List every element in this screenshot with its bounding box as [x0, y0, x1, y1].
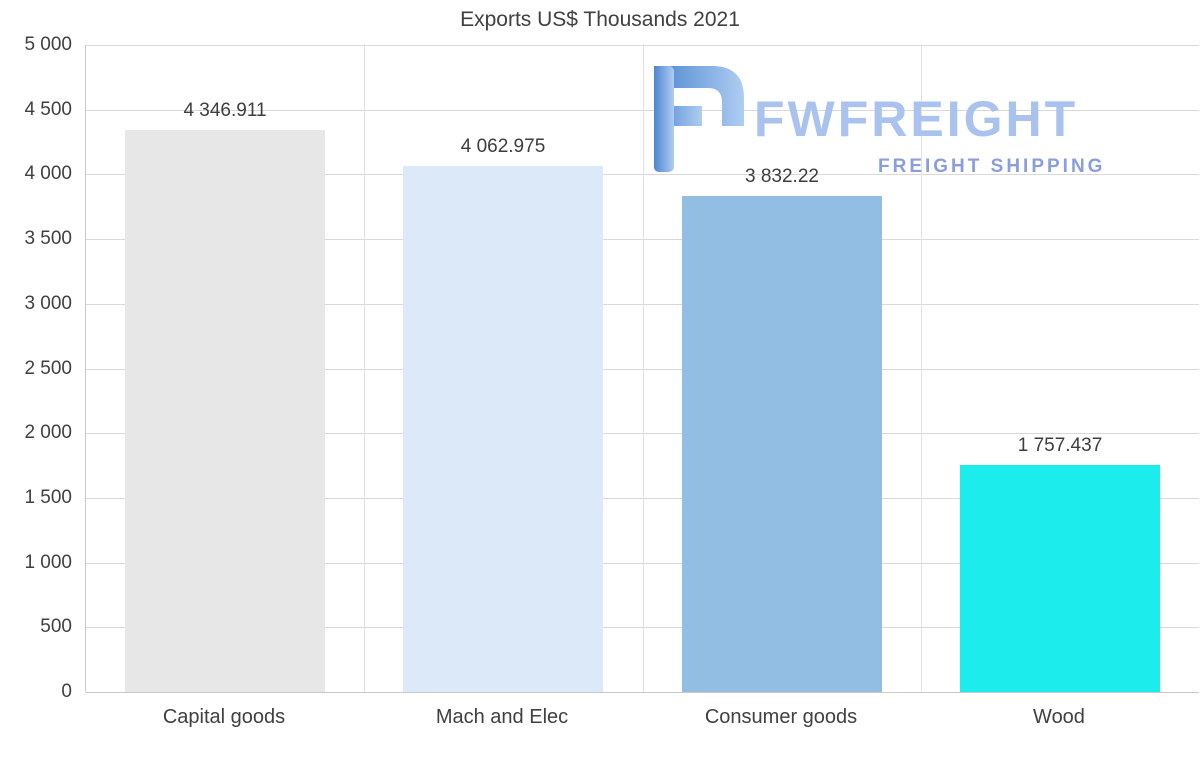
x-axis-labels: Capital goods Mach and Elec Consumer goods… [85, 692, 1198, 763]
bar-capital-goods [125, 130, 325, 692]
y-tick-label: 500 [40, 616, 72, 637]
bar-value-label: 4 346.911 [183, 100, 267, 121]
x-category-label: Mach and Elec [435, 706, 569, 728]
y-tick-label: 4 500 [24, 99, 72, 120]
gridline [86, 563, 1199, 564]
gridline [86, 239, 1199, 240]
y-tick-label: 2 500 [24, 358, 72, 379]
y-tick-label: 2 000 [24, 422, 72, 443]
bar-value-label: 4 062.975 [460, 136, 546, 157]
y-tick-label: 4 000 [24, 163, 72, 184]
gridline [86, 304, 1199, 305]
gridline [86, 369, 1199, 370]
bar-mach-and-elec [403, 166, 603, 692]
y-tick-label: 3 500 [24, 228, 72, 249]
vertical-gridline [921, 45, 922, 692]
vertical-gridline [643, 45, 644, 692]
bar-wood [960, 465, 1160, 692]
gridline [86, 174, 1199, 175]
bar-value-label: 1 757.437 [1017, 435, 1103, 456]
x-category-label: Consumer goods [704, 706, 858, 728]
plot-area: 4 346.911 4 062.975 3 832.22 1 757.437 [85, 45, 1199, 693]
gridline [86, 110, 1199, 111]
bar-consumer-goods [682, 196, 882, 692]
gridline [86, 692, 1199, 693]
chart-title: Exports US$ Thousands 2021 [460, 8, 740, 31]
y-tick-label: 3 000 [24, 293, 72, 314]
x-category-label: Capital goods [162, 706, 286, 728]
vertical-gridline [364, 45, 365, 692]
y-tick-label: 5 000 [24, 34, 72, 55]
y-tick-label: 1 000 [24, 552, 72, 573]
y-tick-label: 1 500 [24, 487, 72, 508]
gridline [86, 433, 1199, 434]
gridline [86, 627, 1199, 628]
y-tick-label: 0 [61, 681, 72, 702]
gridline [86, 45, 1199, 46]
gridline [86, 498, 1199, 499]
x-category-label: Wood [1033, 706, 1085, 728]
bar-value-label: 3 832.22 [745, 166, 819, 187]
